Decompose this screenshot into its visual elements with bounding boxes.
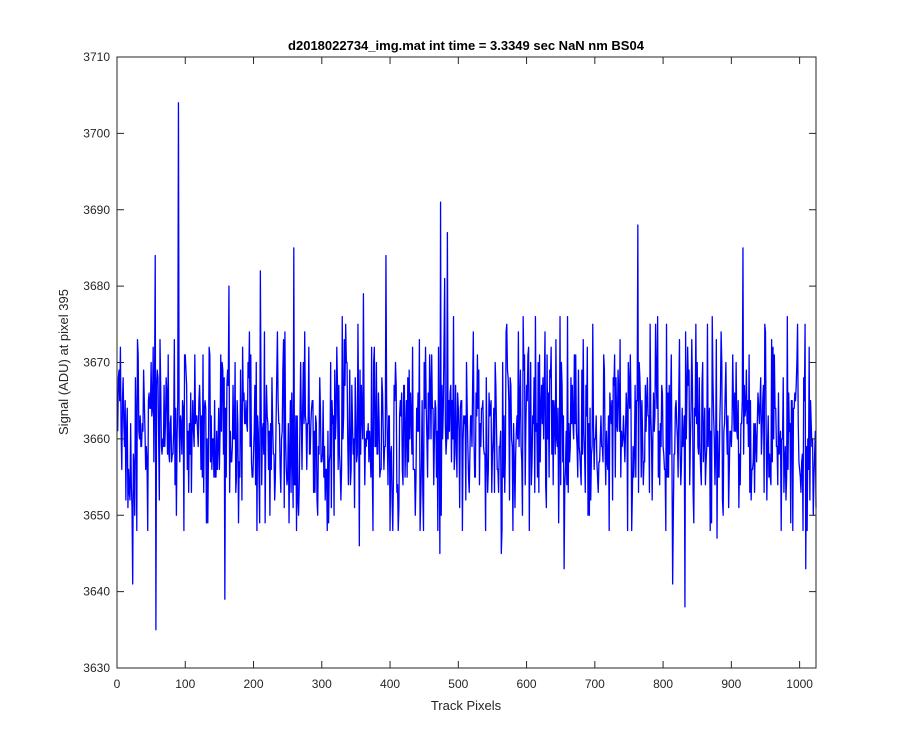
x-tick-label: 0 — [114, 677, 121, 691]
y-tick-label: 3670 — [83, 356, 110, 370]
y-tick-label: 3700 — [83, 126, 110, 140]
x-axis-label: Track Pixels — [431, 698, 502, 713]
x-tick-label: 200 — [244, 677, 264, 691]
series-layer — [117, 102, 817, 631]
y-tick-label: 3640 — [83, 585, 110, 599]
y-tick-label: 3680 — [83, 279, 110, 293]
x-tick-label: 800 — [653, 677, 673, 691]
y-axis: 3630 3640 3650 3660 3670 3680 3690 3700 3710 — [83, 50, 816, 675]
x-tick-label: 900 — [721, 677, 741, 691]
x-tick-label: 400 — [380, 677, 400, 691]
x-tick-label: 500 — [448, 677, 468, 691]
y-tick-label: 3650 — [83, 508, 110, 522]
x-tick-label: 600 — [517, 677, 537, 691]
x-tick-label: 1000 — [786, 677, 813, 691]
signal-line — [117, 102, 817, 631]
y-tick-label: 3660 — [83, 432, 110, 446]
x-tick-label: 700 — [585, 677, 605, 691]
x-tick-label: 300 — [312, 677, 332, 691]
chart-title: d2018022734_img.mat int time = 3.3349 se… — [288, 38, 645, 53]
x-tick-label: 100 — [175, 677, 195, 691]
x-axis: 0 100 200 300 400 500 600 700 800 900 1000 — [114, 57, 813, 691]
y-axis-label: Signal (ADU) at pixel 395 — [56, 289, 71, 435]
y-tick-label: 3690 — [83, 203, 110, 217]
y-tick-label: 3630 — [83, 661, 110, 675]
y-tick-label: 3710 — [83, 50, 110, 64]
